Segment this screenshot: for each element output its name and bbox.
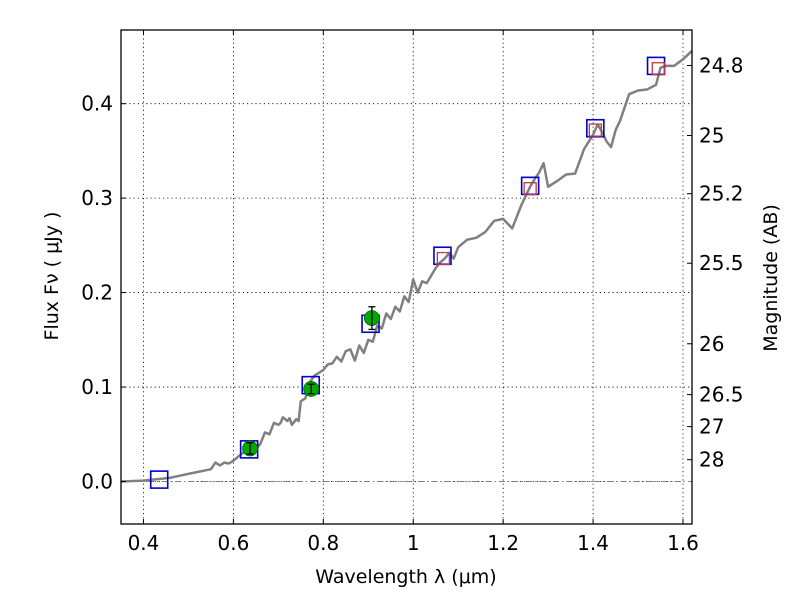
y2-tick-label: 28 (699, 448, 724, 472)
model-flux-square (436, 251, 451, 266)
model-sed-line (120, 49, 693, 483)
model-flux-square (523, 182, 537, 196)
x-axis-ticks: 0.4 0.6 0.8 1 1.2 1.4 1.6 (128, 30, 699, 555)
y-tick-label: 0.2 (81, 281, 113, 305)
y2-tick-label: 25.5 (699, 251, 744, 275)
y2-tick-label: 26.5 (699, 383, 744, 407)
x-tick-label: 1 (407, 531, 420, 555)
y-tick-label: 0.1 (81, 375, 113, 399)
y2-axis-ticks: 24.8 25 25.2 25.5 26 26.5 27 28 (687, 54, 744, 472)
y-tick-label: 0.3 (81, 186, 113, 210)
x-tick-label: 1.6 (667, 531, 699, 555)
y2-tick-label: 27 (699, 415, 724, 439)
y-tick-label: 0.0 (81, 469, 113, 493)
x-tick-label: 1.4 (577, 531, 609, 555)
grid (121, 30, 692, 524)
model-flux-square (651, 62, 665, 76)
y2-tick-label: 25 (699, 124, 724, 148)
y-axis-label: Flux Fν ( μJy ) (41, 212, 63, 341)
y2-tick-label: 24.8 (699, 54, 744, 78)
y-axis-ticks: 0.0 0.1 0.2 0.3 0.4 (81, 92, 126, 493)
x-axis-label: Wavelength λ (μm) (315, 566, 496, 588)
y2-tick-label: 26 (699, 332, 724, 356)
x-tick-label: 0.6 (217, 531, 249, 555)
plot-frame (120, 29, 693, 525)
y-tick-label: 0.4 (81, 92, 113, 116)
x-tick-label: 1.2 (487, 531, 519, 555)
plot-series (120, 49, 693, 489)
y2-tick-label: 25.2 (699, 182, 744, 206)
model-flux-square (588, 123, 602, 137)
synthetic-photometry-square (149, 470, 169, 489)
y2-axis-label: Magnitude (AB) (760, 204, 782, 352)
x-tick-label: 0.8 (307, 531, 339, 555)
x-tick-label: 0.4 (128, 531, 160, 555)
